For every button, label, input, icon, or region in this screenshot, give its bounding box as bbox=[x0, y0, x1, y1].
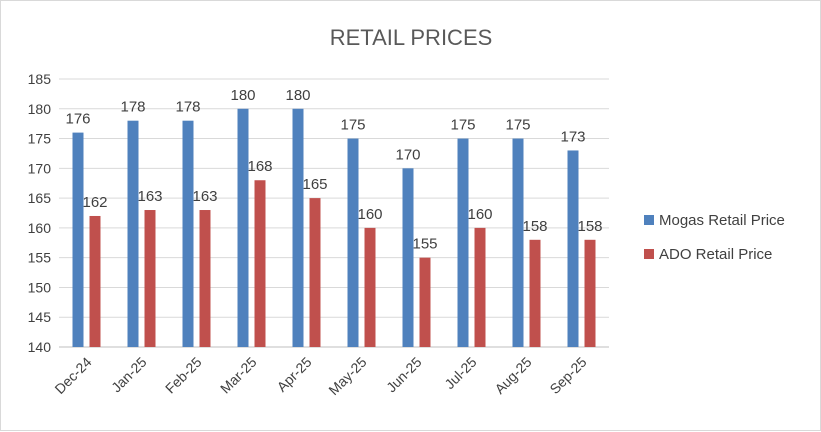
data-label: 155 bbox=[412, 236, 437, 253]
bar-mogas bbox=[182, 120, 194, 347]
x-tick-label: Aug-25 bbox=[491, 354, 534, 397]
y-tick-label: 180 bbox=[28, 101, 52, 117]
data-label: 160 bbox=[357, 206, 382, 223]
y-tick-label: 170 bbox=[28, 160, 52, 176]
bar-mogas bbox=[457, 138, 469, 347]
data-label: 168 bbox=[247, 158, 272, 175]
y-tick-label: 140 bbox=[28, 339, 52, 355]
x-tick-label: Jan-25 bbox=[108, 354, 150, 396]
x-tick-label: Feb-25 bbox=[162, 354, 205, 397]
x-tick-label: Apr-25 bbox=[274, 354, 315, 395]
bar-ado bbox=[144, 210, 156, 347]
data-label: 178 bbox=[175, 99, 200, 116]
x-tick-label: Sep-25 bbox=[546, 354, 589, 397]
bar-ado bbox=[89, 215, 101, 347]
y-tick-label: 165 bbox=[28, 190, 52, 206]
data-label: 163 bbox=[192, 188, 217, 205]
x-tick-label: Mar-25 bbox=[217, 354, 260, 397]
bar-ado bbox=[364, 227, 376, 347]
y-tick-label: 160 bbox=[28, 220, 52, 236]
data-label: 165 bbox=[302, 176, 327, 193]
x-tick-label: Dec-24 bbox=[51, 354, 94, 397]
bar-mogas bbox=[512, 138, 524, 347]
legend-label: ADO Retail Price bbox=[659, 246, 772, 263]
bar-ado bbox=[309, 198, 321, 347]
y-tick-label: 145 bbox=[28, 309, 52, 325]
bar-mogas bbox=[72, 132, 84, 347]
data-label: 180 bbox=[285, 87, 310, 104]
bar-ado bbox=[419, 257, 431, 347]
bar-ado bbox=[529, 239, 541, 347]
data-label: 160 bbox=[467, 206, 492, 223]
bar-mogas bbox=[567, 150, 579, 347]
bar-mogas bbox=[347, 138, 359, 347]
data-label: 158 bbox=[577, 218, 602, 235]
data-label: 178 bbox=[120, 99, 145, 116]
bar-mogas bbox=[402, 168, 414, 347]
bar-mogas bbox=[127, 120, 139, 347]
legend-swatch bbox=[644, 215, 654, 225]
data-label: 158 bbox=[522, 218, 547, 235]
data-label: 175 bbox=[450, 117, 475, 134]
x-tick-label: Jun-25 bbox=[383, 354, 425, 396]
data-label: 175 bbox=[340, 117, 365, 134]
legend-swatch bbox=[644, 249, 654, 259]
data-label: 163 bbox=[137, 188, 162, 205]
data-label: 173 bbox=[560, 128, 585, 145]
y-tick-label: 175 bbox=[28, 131, 52, 147]
x-tick-label: May-25 bbox=[325, 354, 369, 398]
y-tick-label: 155 bbox=[28, 250, 52, 266]
data-label: 176 bbox=[65, 111, 90, 128]
y-axis-ticks: 140 145 150 155 160 165 170 175 180 185 bbox=[28, 71, 52, 355]
chart-title: RETAIL PRICES bbox=[330, 25, 493, 50]
y-tick-label: 185 bbox=[28, 71, 52, 87]
data-label: 170 bbox=[395, 146, 420, 163]
bars bbox=[72, 108, 596, 348]
data-label: 162 bbox=[82, 194, 107, 211]
bar-ado bbox=[254, 180, 266, 347]
bar-ado bbox=[584, 239, 596, 347]
data-labels: 176 162 178 163 178 163 180 168 180 165 175 160 170 1… bbox=[65, 87, 602, 253]
x-axis-ticks: Dec-24 Jan-25 Feb-25 Mar-25 Apr-25 May-25 Jun-… bbox=[51, 354, 589, 398]
legend-label: Mogas Retail Price bbox=[659, 212, 785, 229]
data-label: 180 bbox=[230, 87, 255, 104]
bar-mogas bbox=[237, 108, 249, 348]
bar-mogas bbox=[292, 108, 304, 348]
data-label: 175 bbox=[505, 117, 530, 134]
bar-ado bbox=[199, 210, 211, 347]
legend: Mogas Retail Price ADO Retail Price bbox=[644, 212, 785, 263]
x-tick-label: Jul-25 bbox=[441, 354, 479, 392]
bar-ado bbox=[474, 227, 486, 347]
y-tick-label: 150 bbox=[28, 279, 52, 295]
